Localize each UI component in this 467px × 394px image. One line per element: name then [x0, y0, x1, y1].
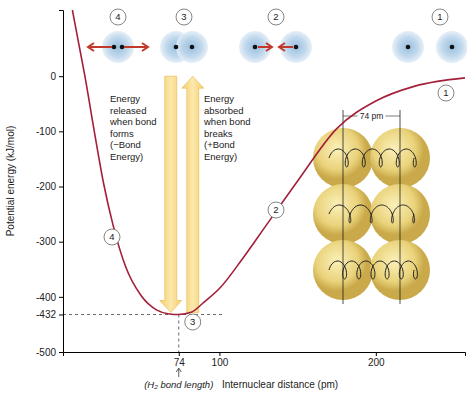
y-tick-label: -432 [36, 309, 56, 320]
annotation-line: breaks [204, 128, 233, 139]
annotation-line: Energy [204, 93, 234, 104]
chart-svg: Energyreleasedwhen bondforms(−BondEnergy… [0, 0, 467, 394]
y-axis-title: Potential energy (kJ/mol) [5, 126, 16, 237]
annotation-line: when bond [109, 116, 156, 127]
annotation-line: Energy [110, 93, 140, 104]
nucleus [190, 45, 195, 50]
y-tick-label: -300 [36, 236, 56, 247]
y-tick: -100 [36, 126, 63, 137]
annotation-line: absorbed [204, 105, 244, 116]
bond-length-note: (H₂ bond length) [144, 379, 213, 390]
y-tick: -500 [36, 347, 63, 358]
y-tick-label: -400 [36, 292, 56, 303]
electron-cloud [280, 31, 312, 63]
y-tick-label: -200 [36, 181, 56, 192]
stage-label: 3 [181, 11, 186, 22]
motion-arrow [279, 43, 293, 51]
electron-cloud [392, 31, 424, 63]
stage-marker [268, 202, 284, 218]
x-tick-mark [376, 352, 377, 356]
plot-area [72, 10, 465, 314]
y-tick: 0 [50, 71, 63, 82]
stage-marker [268, 9, 284, 25]
annotation-line: forms [110, 128, 134, 139]
nucleus [294, 45, 299, 50]
stage-marker [104, 229, 120, 245]
y-tick-mark [59, 187, 63, 188]
bond-energy-guide [63, 314, 224, 315]
nucleus [406, 45, 411, 50]
x-axis-line [64, 353, 466, 357]
stage-marker [110, 9, 126, 25]
y-tick-mark [59, 314, 63, 315]
annotation-line: when bond [203, 116, 250, 127]
annotation-line: (+Bond [204, 139, 235, 150]
stage-label: 4 [115, 11, 120, 22]
y-tick: -400 [36, 292, 63, 303]
distance-marker [400, 110, 401, 304]
motion-arrow [88, 43, 112, 51]
x-tick-mark [219, 352, 220, 356]
x-axis: 74 100 200 [64, 352, 466, 368]
spring [329, 149, 416, 167]
bond-length-pointer [176, 368, 181, 377]
y-axis: 0 -100 -200 -300 -400 -432 -500 [36, 11, 64, 358]
y-tick-label: -100 [36, 126, 56, 137]
y-tick: -300 [36, 236, 63, 247]
stage-label: 1 [443, 87, 448, 98]
x-tick-label: 74 [174, 357, 186, 368]
annotation-absorbed_text: Energyabsorbedwhen bondbreaks(+BondEnerg… [203, 93, 250, 162]
stage-label: 1 [437, 11, 442, 22]
electron-cloud [239, 31, 271, 63]
electron-cloud [176, 31, 208, 63]
arrow-bond-breaks [182, 76, 204, 312]
energy-curve [72, 10, 465, 314]
annotation-line: Energy) [110, 151, 143, 162]
y-tick-mark [59, 242, 63, 243]
y-tick-mark [59, 352, 63, 353]
stage-label: 2 [273, 11, 278, 22]
stage-label: 2 [273, 204, 278, 215]
stage-label: 3 [190, 316, 195, 327]
nucleus [174, 45, 179, 50]
y-tick-label: -500 [36, 347, 56, 358]
y-tick-mark [59, 297, 63, 298]
annotation-released_text: Energyreleasedwhen bondforms(−BondEnergy… [109, 93, 156, 162]
y-tick-label: 0 [50, 71, 56, 82]
motion-arrow [124, 43, 148, 51]
x-tick: 74 [174, 352, 186, 368]
nucleus [120, 45, 125, 50]
motion-arrow [258, 43, 272, 51]
stage-marker [185, 314, 201, 330]
nucleus [112, 45, 117, 50]
stage-marker [176, 9, 192, 25]
annotation-line: released [110, 105, 146, 116]
annotation-line: (−Bond [110, 139, 141, 150]
x-tick: 200 [368, 352, 385, 368]
stage-marker [432, 9, 448, 25]
distance-marker [343, 110, 344, 304]
x-tick-label: 100 [212, 357, 229, 368]
spring [329, 205, 415, 223]
nucleus [450, 45, 455, 50]
arrow-bond-forms [160, 76, 182, 312]
nucleus [253, 45, 258, 50]
x-tick-mark [179, 352, 180, 356]
x-axis-title: Internuclear distance (pm) [222, 379, 338, 390]
y-tick-mark [59, 131, 63, 132]
stage-label: 4 [109, 231, 114, 242]
y-axis-line [59, 11, 64, 353]
distance-bracket [386, 116, 401, 117]
spring [329, 261, 417, 279]
y-tick-mark [59, 76, 63, 77]
bond-length-guide [178, 314, 179, 352]
stage-marker [438, 85, 454, 101]
y-tick: -432 [36, 309, 63, 320]
electron-cloud [436, 31, 467, 63]
y-tick: -200 [36, 181, 63, 192]
annotation-line: Energy) [204, 151, 237, 162]
distance-label: 74 pm [360, 111, 384, 121]
x-tick-label: 200 [368, 357, 385, 368]
x-tick: 100 [212, 352, 229, 368]
